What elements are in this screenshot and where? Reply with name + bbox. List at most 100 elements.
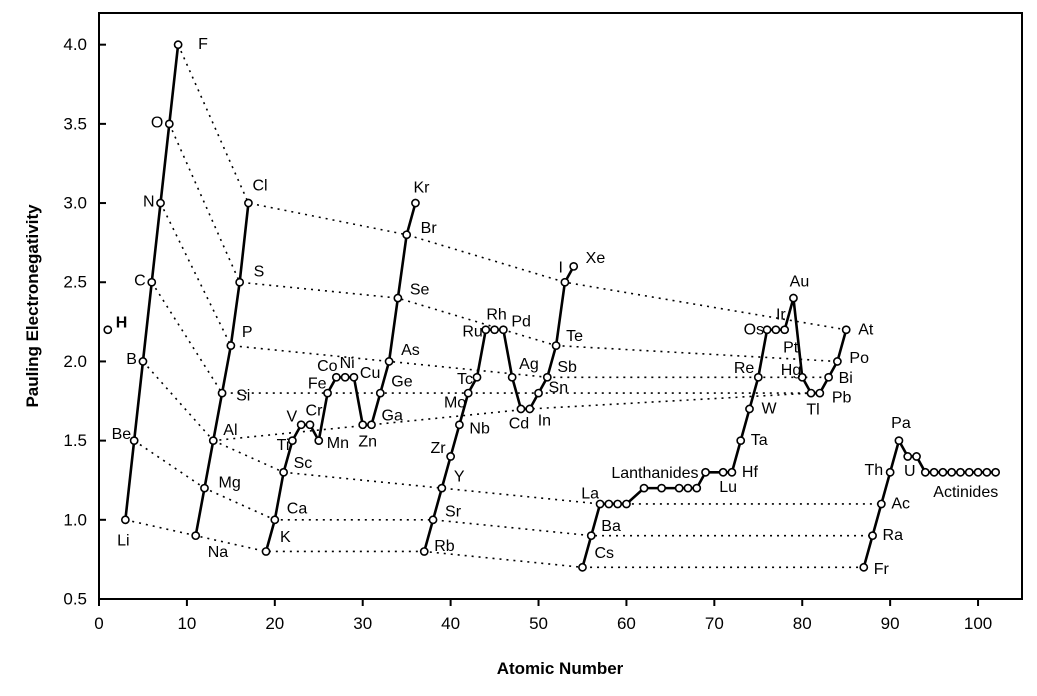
point-z96 xyxy=(938,467,948,477)
point-z58 xyxy=(604,499,614,509)
point-Cu xyxy=(349,372,359,382)
label-Ga: Ga xyxy=(382,407,403,424)
y-tick-label: 2.0 xyxy=(63,352,87,371)
label-Hf: Hf xyxy=(742,464,759,481)
group-line xyxy=(125,519,864,569)
point-W xyxy=(745,404,754,414)
point-Re xyxy=(753,372,763,382)
point-Kr xyxy=(411,198,420,208)
point-S xyxy=(235,277,245,287)
point-Sb xyxy=(542,372,552,382)
x-tick-label: 40 xyxy=(441,614,460,633)
label-Fr: Fr xyxy=(874,561,890,578)
point-Fr xyxy=(859,562,869,572)
point-At xyxy=(841,325,851,335)
point-Sr xyxy=(428,515,438,525)
label-Te: Te xyxy=(566,328,583,345)
point-Rh xyxy=(490,325,499,335)
point-z95 xyxy=(929,467,939,477)
label-B: B xyxy=(126,351,137,368)
label-Pa: Pa xyxy=(891,415,911,432)
point-z99 xyxy=(964,467,974,477)
label-Ra: Ra xyxy=(883,527,904,544)
axes: 0.5 1.0 1.5 2.0 2.5 3.0 3.5 4.0 0 10 20 30 40 50 60 70 8… xyxy=(63,35,992,633)
label-W: W xyxy=(761,400,777,417)
point-Hg xyxy=(797,372,807,382)
point-Ra xyxy=(868,531,877,541)
label-Cd: Cd xyxy=(509,415,529,432)
x-tick-label: 90 xyxy=(881,614,900,633)
point-z69 xyxy=(701,467,710,477)
label-Be: Be xyxy=(112,426,132,443)
point-Al xyxy=(208,436,218,446)
point-Ag xyxy=(507,372,517,382)
point-Ac xyxy=(876,499,886,509)
label-Mo: Mo xyxy=(444,395,466,412)
point-Se xyxy=(393,293,403,303)
label-Rh: Rh xyxy=(486,306,506,323)
point-Ge xyxy=(375,388,385,398)
point-z66 xyxy=(674,483,684,493)
point-Mg xyxy=(200,483,209,493)
point-Rb xyxy=(419,547,429,556)
label-Os: Os xyxy=(744,321,764,338)
point-z102 xyxy=(991,467,1001,477)
point-Ir xyxy=(771,325,781,335)
label-Al: Al xyxy=(223,422,237,439)
x-axis-title: Atomic Number xyxy=(497,659,624,678)
point-Lu xyxy=(718,467,728,477)
x-tick-label: 0 xyxy=(94,614,103,633)
label-Nb: Nb xyxy=(469,420,490,437)
point-Mn xyxy=(314,436,324,446)
label-Po: Po xyxy=(849,350,869,367)
point-Sn xyxy=(534,388,543,398)
label-K: K xyxy=(280,529,291,546)
label-Lu: Lu xyxy=(719,479,737,496)
point-z67 xyxy=(683,483,693,493)
point-z59 xyxy=(613,499,623,509)
period-line xyxy=(581,297,848,568)
label-Cl: Cl xyxy=(252,178,267,195)
point-N xyxy=(156,198,165,208)
label-Re: Re xyxy=(734,360,755,377)
label-Ge: Ge xyxy=(391,374,412,391)
label-Sc: Sc xyxy=(294,455,313,472)
x-tick-label: 30 xyxy=(353,614,372,633)
period-lines xyxy=(124,44,996,568)
point-Zn xyxy=(358,420,368,430)
point-Pd xyxy=(498,325,508,335)
label-S: S xyxy=(254,264,265,281)
point-La xyxy=(595,499,605,509)
label-Tl: Tl xyxy=(806,402,819,419)
lanthanides-annotation: Lanthanides xyxy=(611,465,698,482)
point-Na xyxy=(191,531,201,541)
point-Tl xyxy=(806,388,816,398)
label-Sb: Sb xyxy=(557,359,577,376)
group-line xyxy=(159,202,829,379)
label-U: U xyxy=(904,463,916,480)
label-Li: Li xyxy=(117,532,129,549)
x-tick-label: 50 xyxy=(529,614,548,633)
point-P xyxy=(226,341,236,350)
label-N: N xyxy=(143,194,155,211)
label-Ac: Ac xyxy=(891,495,910,512)
point-Cs xyxy=(578,562,587,572)
label-Sn: Sn xyxy=(549,380,569,397)
y-tick-label: 3.0 xyxy=(63,194,87,213)
label-Ta: Ta xyxy=(751,432,768,449)
x-tick-label: 100 xyxy=(964,614,992,633)
y-axis-title: Pauling Electronegativity xyxy=(23,204,42,408)
point-z101 xyxy=(982,467,992,477)
label-Pd: Pd xyxy=(511,313,531,330)
data-points xyxy=(103,40,1001,572)
y-tick-label: 1.0 xyxy=(63,510,87,529)
point-I xyxy=(560,277,570,287)
point-z100 xyxy=(973,467,983,477)
point-z60 xyxy=(622,499,631,509)
actinides-annotation: Actinides xyxy=(933,484,998,501)
point-Ba xyxy=(586,531,596,541)
label-Br: Br xyxy=(421,220,438,237)
group-line xyxy=(212,439,882,505)
label-Y: Y xyxy=(454,469,465,486)
